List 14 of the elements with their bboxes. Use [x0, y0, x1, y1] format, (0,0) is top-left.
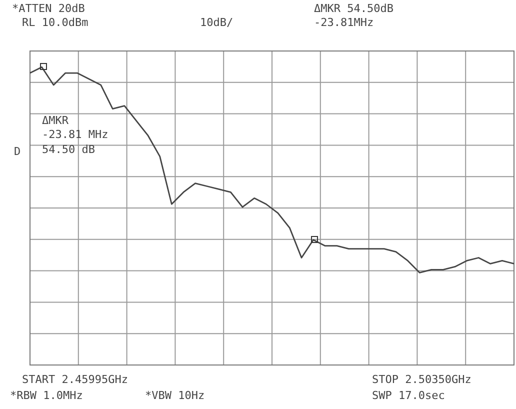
annotation: ΔMKR — [42, 114, 68, 127]
text: -23.81MHz — [314, 16, 374, 29]
text: *RBW 1.0MHz — [10, 389, 83, 402]
text: SWP 17.0sec — [372, 389, 445, 402]
text: D — [14, 145, 21, 158]
text: ΔMKR 54.50dB — [314, 2, 394, 15]
text: STOP 2.50350GHz — [372, 373, 472, 386]
annotation: 54.50 dB — [42, 143, 95, 156]
text: START 2.45995GHz — [22, 373, 128, 386]
annotation: -23.81 MHz — [42, 128, 108, 141]
text: 10dB/ — [200, 16, 234, 29]
text: *VBW 10Hz — [145, 389, 205, 402]
text: *ATTEN 20dB — [12, 2, 85, 15]
text: RL 10.0dBm — [22, 16, 88, 29]
